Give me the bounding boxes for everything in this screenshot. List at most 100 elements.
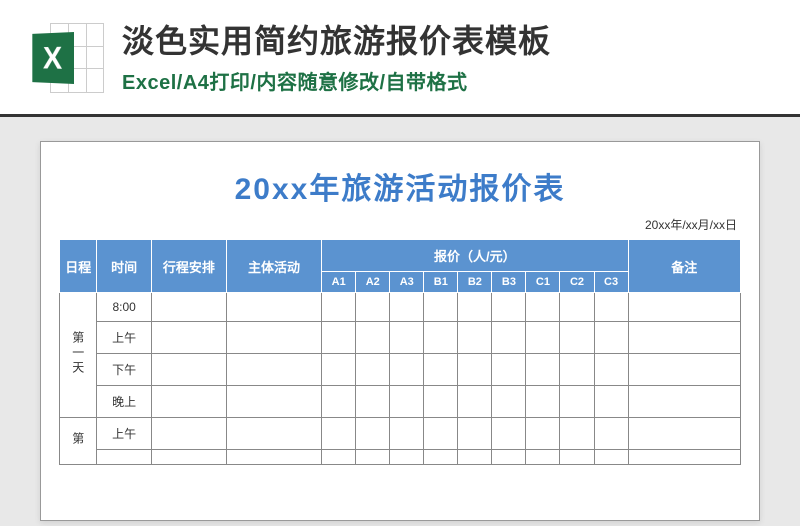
- quote-table: 日程 时间 行程安排 主体活动 报价（人/元） 备注 A1 A2 A3 B1 B…: [59, 239, 741, 465]
- price-header: A3: [390, 272, 424, 293]
- price-header: C2: [560, 272, 594, 293]
- price-header: B1: [424, 272, 458, 293]
- price-cell: [594, 293, 628, 322]
- price-header: A2: [356, 272, 390, 293]
- price-cell: [458, 354, 492, 386]
- col-price-group: 报价（人/元）: [322, 240, 628, 272]
- price-cell: [560, 293, 594, 322]
- schedule-cell: [151, 293, 226, 322]
- price-cell: [458, 293, 492, 322]
- schedule-cell: [151, 386, 226, 418]
- price-cell: [356, 386, 390, 418]
- price-cell: [492, 386, 526, 418]
- price-cell: [560, 354, 594, 386]
- price-cell: [526, 450, 560, 465]
- price-cell: [356, 418, 390, 450]
- note-cell: [628, 354, 740, 386]
- table-row: 第一天 8:00: [60, 293, 741, 322]
- price-cell: [458, 386, 492, 418]
- price-cell: [526, 386, 560, 418]
- note-cell: [628, 418, 740, 450]
- price-cell: [390, 293, 424, 322]
- price-cell: [390, 322, 424, 354]
- document-area: 20xx年旅游活动报价表 20xx年/xx月/xx日 日程 时间 行程安排 主体…: [0, 117, 800, 521]
- table-header: 日程 时间 行程安排 主体活动 报价（人/元） 备注 A1 A2 A3 B1 B…: [60, 240, 741, 293]
- price-cell: [322, 450, 356, 465]
- schedule-cell: [151, 450, 226, 465]
- price-cell: [356, 450, 390, 465]
- time-cell: 上午: [97, 322, 151, 354]
- price-cell: [594, 418, 628, 450]
- col-day: 日程: [60, 240, 97, 293]
- price-cell: [390, 418, 424, 450]
- activity-cell: [226, 322, 321, 354]
- activity-cell: [226, 354, 321, 386]
- price-cell: [594, 354, 628, 386]
- time-cell: 下午: [97, 354, 151, 386]
- table-row: 下午: [60, 354, 741, 386]
- col-activity: 主体活动: [226, 240, 321, 293]
- document-date: 20xx年/xx月/xx日: [59, 216, 741, 233]
- price-cell: [594, 322, 628, 354]
- activity-cell: [226, 450, 321, 465]
- table-row: 上午: [60, 322, 741, 354]
- price-cell: [492, 354, 526, 386]
- col-time: 时间: [97, 240, 151, 293]
- price-cell: [322, 418, 356, 450]
- price-cell: [492, 450, 526, 465]
- price-cell: [424, 450, 458, 465]
- price-header: C1: [526, 272, 560, 293]
- time-cell: 8:00: [97, 293, 151, 322]
- header-section: X 淡色实用简约旅游报价表模板 Excel/A4打印/内容随意修改/自带格式: [0, 0, 800, 114]
- activity-cell: [226, 386, 321, 418]
- price-cell: [560, 386, 594, 418]
- table-body: 第一天 8:00 上午: [60, 293, 741, 465]
- price-cell: [458, 418, 492, 450]
- main-title: 淡色实用简约旅游报价表模板: [122, 21, 772, 63]
- price-cell: [390, 354, 424, 386]
- price-cell: [424, 322, 458, 354]
- day-cell: 第一天: [60, 293, 97, 418]
- price-cell: [356, 293, 390, 322]
- price-cell: [458, 322, 492, 354]
- table-row: 第 上午: [60, 418, 741, 450]
- note-cell: [628, 322, 740, 354]
- price-header: C3: [594, 272, 628, 293]
- price-cell: [492, 293, 526, 322]
- price-cell: [356, 354, 390, 386]
- excel-icon: X: [28, 20, 104, 96]
- price-header: A1: [322, 272, 356, 293]
- schedule-cell: [151, 354, 226, 386]
- price-cell: [560, 418, 594, 450]
- activity-cell: [226, 293, 321, 322]
- price-cell: [322, 354, 356, 386]
- price-cell: [356, 322, 390, 354]
- note-cell: [628, 450, 740, 465]
- schedule-cell: [151, 418, 226, 450]
- note-cell: [628, 386, 740, 418]
- price-cell: [322, 322, 356, 354]
- header-text: 淡色实用简约旅游报价表模板 Excel/A4打印/内容随意修改/自带格式: [122, 21, 772, 96]
- schedule-cell: [151, 322, 226, 354]
- excel-x-letter: X: [43, 40, 62, 76]
- price-cell: [424, 293, 458, 322]
- price-cell: [560, 450, 594, 465]
- price-cell: [492, 418, 526, 450]
- price-cell: [424, 386, 458, 418]
- price-cell: [526, 418, 560, 450]
- activity-cell: [226, 418, 321, 450]
- price-cell: [594, 386, 628, 418]
- price-cell: [492, 322, 526, 354]
- col-note: 备注: [628, 240, 740, 293]
- price-cell: [526, 322, 560, 354]
- table-row: 晚上: [60, 386, 741, 418]
- excel-icon-badge: X: [32, 32, 74, 84]
- price-cell: [424, 418, 458, 450]
- price-cell: [526, 293, 560, 322]
- time-cell: [97, 450, 151, 465]
- price-cell: [424, 354, 458, 386]
- price-header: B3: [492, 272, 526, 293]
- price-cell: [390, 386, 424, 418]
- price-cell: [526, 354, 560, 386]
- price-cell: [322, 386, 356, 418]
